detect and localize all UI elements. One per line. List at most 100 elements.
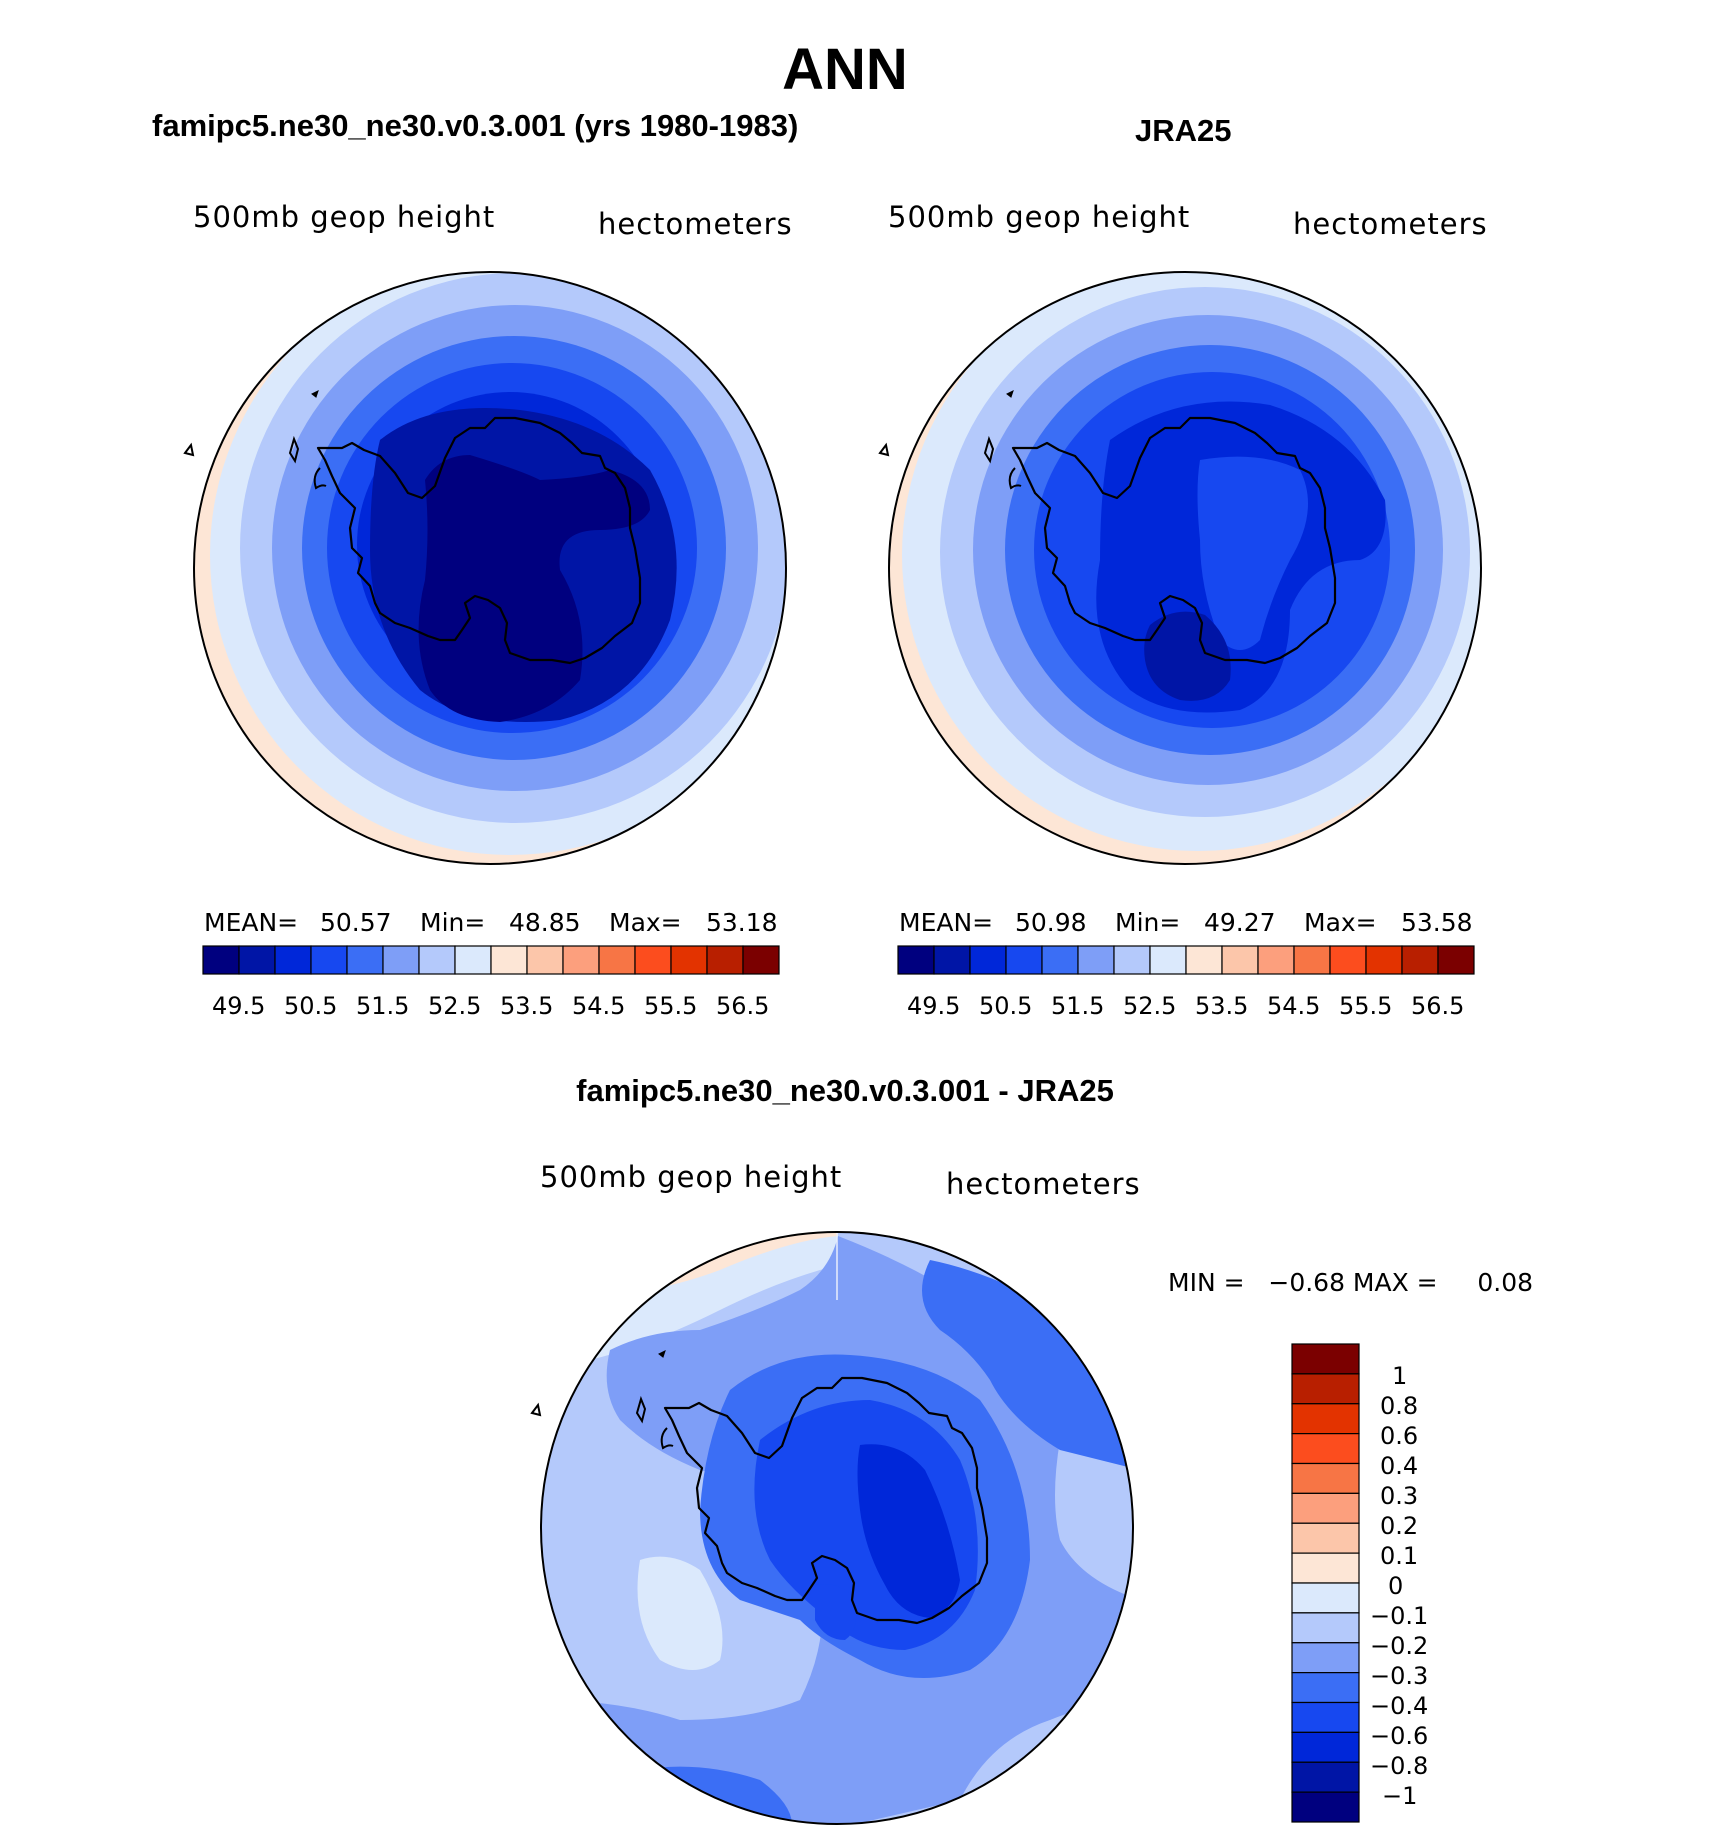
cbar-model-swatch [670, 945, 708, 975]
cbar-obs-tick: 50.5 [979, 992, 1033, 1020]
coastline-obs [878, 390, 1337, 665]
island-outline [983, 435, 995, 464]
island-outline [658, 1350, 666, 1358]
island-outline [660, 1427, 674, 1450]
cbar-diff-swatch [1291, 1403, 1360, 1435]
colorbar-obs [897, 945, 1475, 975]
cbar-model-swatch [346, 945, 384, 975]
island-outline [288, 435, 300, 464]
min-value-model: 48.85 [509, 908, 581, 937]
cbar-obs-tick: 53.5 [1195, 992, 1249, 1020]
cbar-obs-swatch [1041, 945, 1079, 975]
cbar-diff-tick: −0.2 [1370, 1632, 1429, 1660]
cbar-obs-swatch [1437, 945, 1475, 975]
max-label-obs: Max= [1304, 908, 1377, 937]
cbar-obs-tick: 55.5 [1339, 992, 1393, 1020]
cbar-obs-swatch [1077, 945, 1115, 975]
units-label-obs: hectometers [1293, 207, 1488, 241]
field-label-obs: 500mb geop height [888, 200, 1191, 234]
coastline-model [183, 390, 642, 665]
cbar-model-swatch [490, 945, 528, 975]
cbar-model-tick: 56.5 [716, 992, 770, 1020]
map-border-obs [888, 271, 1482, 865]
mean-value-obs: 50.98 [1015, 908, 1087, 937]
cbar-diff-swatch [1291, 1552, 1360, 1584]
antarctica-outline [316, 416, 642, 665]
island-outline [311, 390, 319, 398]
cbar-model-tick: 50.5 [284, 992, 338, 1020]
antarctica-outline [1011, 416, 1337, 665]
cbar-model-swatch [706, 945, 744, 975]
island-outline [635, 1395, 647, 1424]
cbar-model-swatch [526, 945, 564, 975]
cbar-model-swatch [418, 945, 456, 975]
cbar-diff-swatch [1291, 1373, 1360, 1405]
cbar-model-tick: 55.5 [644, 992, 698, 1020]
cbar-diff-swatch [1291, 1642, 1360, 1674]
cbar-model-swatch [274, 945, 312, 975]
cbar-obs-tick: 49.5 [907, 992, 961, 1020]
cbar-obs-tick: 52.5 [1123, 992, 1177, 1020]
cbar-model-tick: 54.5 [572, 992, 626, 1020]
map-border-model [193, 271, 787, 865]
cbar-model-swatch [382, 945, 420, 975]
cbar-model-swatch [202, 945, 240, 975]
cbar-model-swatch [598, 945, 636, 975]
field-label-diff: 500mb geop height [540, 1160, 843, 1194]
island-outline [878, 442, 890, 457]
units-label-diff: hectometers [946, 1167, 1141, 1201]
cbar-obs-swatch [1221, 945, 1259, 975]
map-obs [889, 272, 1481, 864]
cbar-obs-tick: 56.5 [1411, 992, 1465, 1020]
cbar-diff-tick: −0.8 [1370, 1752, 1429, 1780]
cbar-diff-swatch [1291, 1672, 1360, 1704]
max-label-model: Max= [609, 908, 682, 937]
max-value-model: 53.18 [706, 908, 778, 937]
cbar-obs-swatch [1185, 945, 1223, 975]
cbar-obs-tick: 51.5 [1051, 992, 1105, 1020]
cbar-diff-tick: 0.4 [1380, 1452, 1419, 1480]
cbar-diff-swatch [1291, 1343, 1360, 1375]
cbar-model-swatch [310, 945, 348, 975]
map-diff [541, 1232, 1133, 1824]
coastline-diff [530, 1350, 989, 1625]
mean-label-obs: MEAN= [899, 908, 994, 937]
map-model [194, 272, 786, 864]
min-label-obs: Min= [1115, 908, 1181, 937]
cbar-diff-tick: 0.2 [1380, 1512, 1419, 1540]
cbar-model-tick: 51.5 [356, 992, 410, 1020]
max-value-obs: 53.58 [1401, 908, 1473, 937]
cbar-diff-tick: 0.1 [1380, 1542, 1419, 1570]
antarctica-outline [663, 1376, 989, 1625]
cbar-model-tick: 53.5 [500, 992, 554, 1020]
cbar-obs-swatch [933, 945, 971, 975]
cbar-diff-swatch [1291, 1522, 1360, 1554]
cbar-diff-swatch [1291, 1433, 1360, 1465]
units-label-model: hectometers [598, 207, 793, 241]
cbar-model-swatch [562, 945, 600, 975]
cbar-diff-tick: 0.3 [1380, 1482, 1419, 1510]
min-label-model: Min= [420, 908, 486, 937]
island-outline [530, 1402, 542, 1417]
island-outline [183, 442, 195, 457]
colorbar-model [202, 945, 780, 975]
cbar-model-swatch [634, 945, 672, 975]
cbar-diff-swatch [1291, 1791, 1360, 1823]
cbar-diff-swatch [1291, 1612, 1360, 1644]
cbar-obs-swatch [1293, 945, 1331, 975]
cbar-obs-swatch [1149, 945, 1187, 975]
cbar-obs-tick: 54.5 [1267, 992, 1321, 1020]
cbar-diff-tick: −0.4 [1370, 1692, 1429, 1720]
cbar-diff-swatch [1291, 1582, 1360, 1614]
main-title: ANN [782, 37, 908, 102]
island-outline [1006, 390, 1014, 398]
cbar-model-swatch [454, 945, 492, 975]
diff-minmax: MIN = −0.68 MAX = 0.08 [1168, 1268, 1534, 1297]
mean-label-model: MEAN= [204, 908, 299, 937]
cbar-obs-swatch [1329, 945, 1367, 975]
cbar-diff-tick: 0.8 [1380, 1392, 1419, 1420]
cbar-diff-tick: 1 [1392, 1362, 1408, 1390]
panel-title-model: famipc5.ne30_ne30.v0.3.001 (yrs 1980-198… [152, 108, 799, 143]
cbar-diff-swatch [1291, 1761, 1360, 1793]
